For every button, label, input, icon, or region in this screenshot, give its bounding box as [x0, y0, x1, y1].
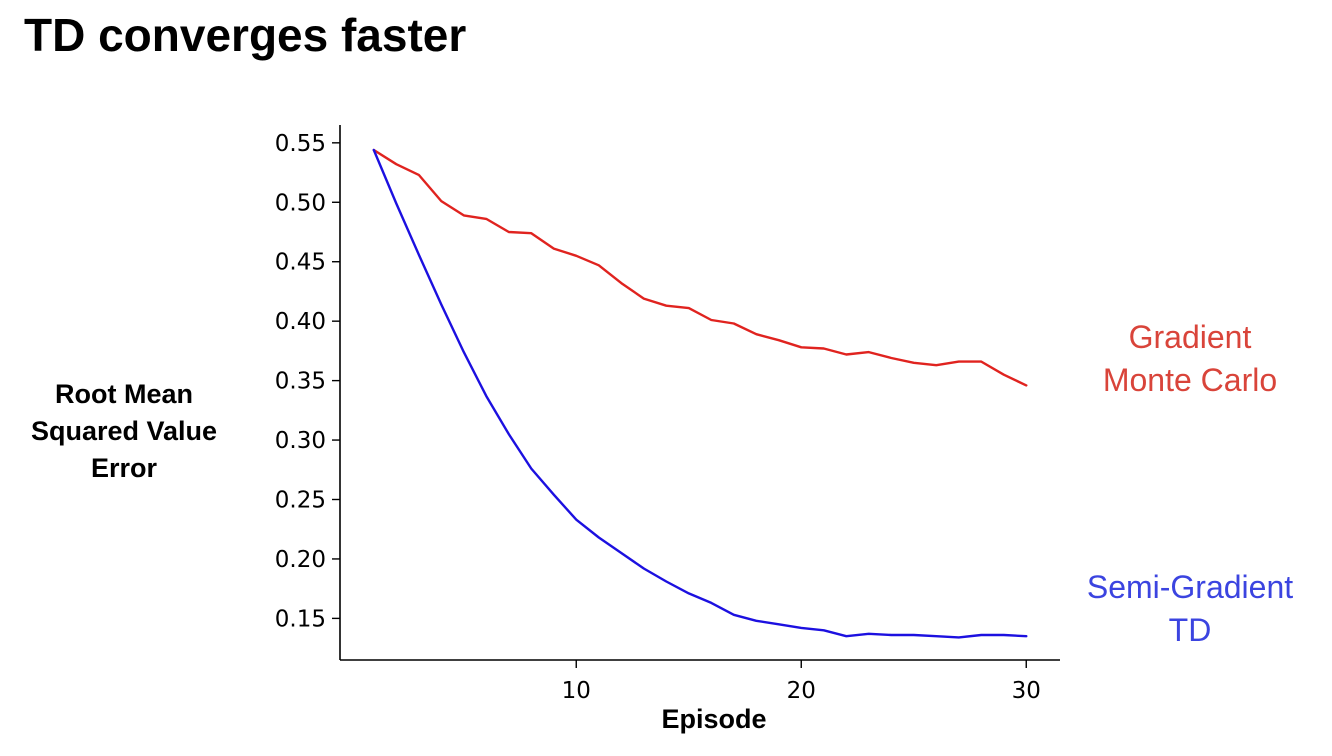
- x-tick-label: 20: [787, 678, 816, 704]
- chart-axes: [339, 125, 1060, 661]
- x-tick-label: 30: [1012, 678, 1041, 704]
- y-axis-label: Root Mean Squared Value Error: [4, 376, 244, 487]
- x-axis-label: Episode: [661, 704, 766, 734]
- chart-lines: [372, 148, 1028, 639]
- y-tick-label: 0.25: [275, 488, 326, 514]
- x-tick-label: 10: [562, 678, 591, 704]
- y-tick-label: 0.50: [275, 190, 326, 216]
- y-axis-ticks: 0.15 0.20 0.25 0.30 0.35 0.40 0.45 0.50 0.55: [275, 131, 340, 632]
- page-title: TD converges faster: [24, 9, 467, 61]
- series-label-line: Monte Carlo: [1102, 362, 1278, 398]
- y-tick-label: 0.40: [275, 309, 326, 335]
- y-tick-label: 0.55: [275, 131, 326, 157]
- series-line-gradient-monte-carlo: [372, 148, 1028, 387]
- y-tick-label: 0.15: [275, 606, 326, 632]
- series-label-line: Semi-Gradient: [1086, 569, 1294, 605]
- y-axis-label-line: Error: [90, 453, 158, 483]
- series-label-line: Gradient: [1128, 319, 1252, 355]
- series-label-gradient-monte-carlo: Gradient Monte Carlo: [1062, 316, 1318, 402]
- y-tick-label: 0.30: [275, 428, 326, 454]
- y-tick-label: 0.45: [275, 250, 326, 276]
- y-axis-label-line: Squared Value: [30, 416, 218, 446]
- series-label-line: TD: [1168, 612, 1212, 648]
- y-tick-label: 0.35: [275, 369, 326, 395]
- y-axis-label-line: Root Mean: [55, 379, 193, 409]
- x-axis-ticks: 10 20 30: [562, 660, 1041, 704]
- series-line-semi-gradient-td: [372, 148, 1028, 639]
- series-label-semi-gradient-td: Semi-Gradient TD: [1062, 566, 1318, 652]
- y-tick-label: 0.20: [275, 547, 326, 573]
